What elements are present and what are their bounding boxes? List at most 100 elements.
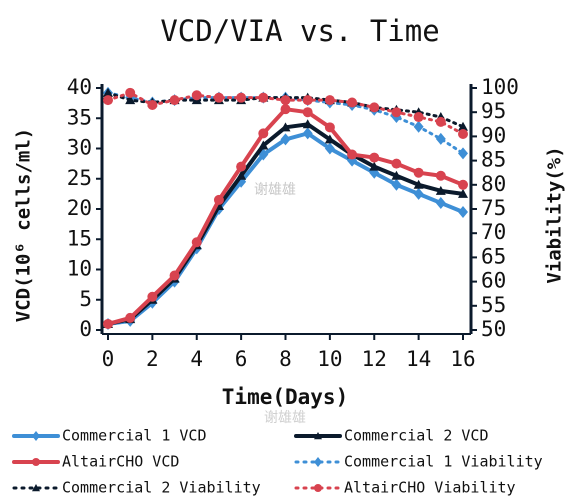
marker: [413, 179, 424, 189]
marker: [391, 107, 402, 118]
marker: [280, 133, 291, 146]
x-tick-label: 2: [146, 347, 159, 371]
marker: [413, 112, 424, 123]
y-tick-label: 40: [67, 75, 92, 99]
y-tick-label: 5: [79, 287, 92, 311]
marker: [236, 161, 247, 172]
marker: [435, 185, 446, 195]
chart-title: VCD/VIA vs. Time: [160, 14, 439, 48]
marker: [213, 194, 224, 205]
marker: [103, 95, 113, 106]
y2-axis-label: Viability(%): [544, 146, 566, 283]
marker: [258, 140, 269, 150]
y-tick-label: 30: [67, 136, 92, 160]
marker: [125, 87, 136, 98]
legend-marker: [32, 484, 40, 492]
marker: [324, 95, 335, 106]
y-tick-label: 15: [67, 226, 92, 250]
marker: [458, 206, 468, 219]
x-tick-label: 10: [317, 347, 342, 371]
x-tick-label: 8: [279, 347, 292, 371]
marker: [103, 87, 113, 97]
y-tick-label: 35: [67, 105, 92, 129]
x-tick-label: 6: [235, 347, 248, 371]
marker: [369, 161, 380, 171]
marker: [435, 170, 446, 181]
y2-tick-label: 70: [481, 220, 506, 244]
marker: [125, 312, 136, 323]
marker: [280, 104, 291, 115]
marker: [191, 237, 202, 248]
marker: [391, 158, 402, 169]
marker: [236, 170, 247, 180]
y2-tick-label: 75: [481, 196, 506, 220]
legend-label: Commercial 1 Viability: [344, 453, 543, 471]
legend-marker: [314, 432, 322, 440]
marker: [302, 127, 313, 140]
legend-label: Commercial 2 Viability: [62, 479, 261, 497]
legend-marker: [32, 458, 40, 466]
marker: [324, 134, 335, 144]
marker: [302, 107, 313, 118]
y-axis-label: VCD(10⁶ cells/ml): [13, 128, 35, 322]
series-line: [106, 122, 465, 326]
legend-label: Commercial 2 VCD: [344, 427, 489, 445]
marker: [413, 187, 424, 200]
x-axis-label: Time(Days): [222, 385, 348, 409]
marker: [302, 119, 313, 129]
y-tick-label: 25: [67, 166, 92, 190]
marker: [147, 291, 158, 302]
legend-marker: [314, 457, 322, 467]
series-line: [106, 91, 465, 155]
watermark: 谢雄雄: [254, 182, 296, 198]
watermark: 谢雄雄: [264, 410, 306, 426]
marker: [458, 179, 468, 190]
marker: [324, 122, 335, 133]
marker: [258, 92, 269, 103]
y2-tick-label: 50: [481, 317, 506, 341]
marker: [103, 318, 113, 329]
marker: [169, 270, 180, 281]
legend-label: AltairCHO Viability: [344, 479, 516, 497]
marker: [435, 116, 446, 127]
marker: [280, 95, 291, 106]
marker: [435, 196, 446, 209]
marker: [458, 188, 468, 198]
y2-tick-label: 85: [481, 148, 506, 172]
marker: [458, 128, 468, 139]
y2-tick-label: 90: [481, 123, 506, 147]
marker: [125, 95, 136, 105]
y2-tick-label: 60: [481, 269, 506, 293]
legend-marker: [314, 484, 322, 492]
y2-tick-label: 80: [481, 172, 506, 196]
y2-tick-label: 95: [481, 99, 506, 123]
x-tick-label: 16: [450, 347, 475, 371]
marker: [369, 152, 380, 163]
y-tick-label: 0: [79, 317, 92, 341]
y-tick-label: 10: [67, 257, 92, 281]
x-tick-label: 14: [406, 347, 431, 371]
y2-tick-label: 55: [481, 293, 506, 317]
y-tick-label: 20: [67, 196, 92, 220]
marker: [369, 102, 380, 113]
marker: [280, 122, 291, 132]
marker: [391, 178, 402, 191]
marker: [435, 132, 446, 145]
marker: [347, 97, 358, 108]
marker: [236, 92, 247, 103]
marker: [169, 95, 180, 106]
marker: [413, 120, 424, 133]
marker: [147, 99, 158, 110]
marker: [324, 142, 335, 155]
legend-marker: [32, 431, 40, 441]
x-tick-label: 12: [362, 347, 387, 371]
series-line: [106, 131, 465, 326]
marker: [213, 92, 224, 103]
legend-label: Commercial 1 VCD: [62, 427, 207, 445]
marker: [413, 167, 424, 178]
x-tick-label: 0: [102, 347, 115, 371]
marker: [191, 90, 202, 101]
y2-tick-label: 100: [481, 75, 519, 99]
x-tick-label: 4: [190, 347, 203, 371]
